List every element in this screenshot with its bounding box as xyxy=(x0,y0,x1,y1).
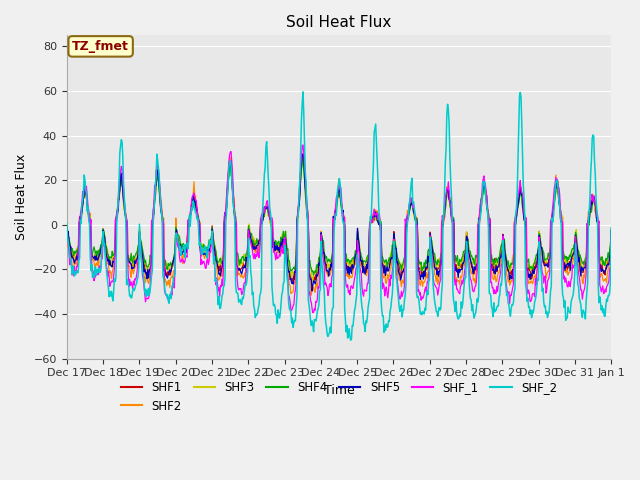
SHF3 xyxy=(422,258,430,264)
SHF3 xyxy=(298,158,306,164)
SHF3 xyxy=(309,278,317,284)
SHF3 xyxy=(406,204,414,210)
Legend: SHF1, SHF2, SHF3, SHF4, SHF5, SHF_1, SHF_2: SHF1, SHF2, SHF3, SHF4, SHF5, SHF_1, SHF… xyxy=(116,376,562,417)
SHF_2 xyxy=(406,190,414,195)
SHF_1 xyxy=(607,231,615,237)
SHF4 xyxy=(63,225,70,230)
SHF4 xyxy=(129,260,136,266)
SHF_2 xyxy=(73,270,81,276)
SHF_1 xyxy=(73,264,81,269)
SHF_1 xyxy=(213,275,221,281)
SHF2 xyxy=(300,153,308,159)
SHF4 xyxy=(73,248,81,253)
SHF5 xyxy=(607,228,615,234)
SHF3 xyxy=(213,256,221,262)
SHF_2 xyxy=(184,246,192,252)
SHF5 xyxy=(422,264,430,270)
SHF5 xyxy=(308,288,316,294)
SHF5 xyxy=(63,224,70,230)
SHF_1 xyxy=(184,217,192,223)
Line: SHF3: SHF3 xyxy=(67,161,611,281)
SHF5 xyxy=(73,253,81,259)
SHF2 xyxy=(63,228,70,233)
Line: SHF2: SHF2 xyxy=(67,156,611,295)
SHF_1 xyxy=(299,142,307,148)
SHF3 xyxy=(63,220,70,226)
SHF_2 xyxy=(63,220,70,226)
SHF2 xyxy=(73,262,81,268)
SHF1 xyxy=(129,261,136,267)
SHF2 xyxy=(422,270,430,276)
SHF4 xyxy=(184,222,192,228)
SHF3 xyxy=(73,245,81,251)
SHF1 xyxy=(607,227,615,233)
X-axis label: Time: Time xyxy=(324,384,355,397)
SHF1 xyxy=(406,199,414,204)
SHF5 xyxy=(213,259,221,264)
Line: SHF_2: SHF_2 xyxy=(67,92,611,340)
SHF5 xyxy=(129,264,136,270)
SHF_1 xyxy=(406,195,414,201)
SHF_2 xyxy=(422,295,430,300)
SHF2 xyxy=(607,227,615,233)
SHF2 xyxy=(184,224,192,230)
SHF4 xyxy=(213,255,221,261)
Line: SHF1: SHF1 xyxy=(67,155,611,283)
SHF_1 xyxy=(63,228,70,234)
SHF_2 xyxy=(607,225,615,230)
SHF4 xyxy=(310,272,317,278)
SHF5 xyxy=(184,222,192,228)
SHF1 xyxy=(299,152,307,158)
SHF1 xyxy=(422,265,430,271)
Y-axis label: Soil Heat Flux: Soil Heat Flux xyxy=(15,154,28,240)
SHF2 xyxy=(406,199,414,204)
SHF5 xyxy=(406,201,414,207)
SHF2 xyxy=(307,292,315,298)
SHF2 xyxy=(213,264,221,270)
SHF_2 xyxy=(299,89,307,95)
Line: SHF_1: SHF_1 xyxy=(67,145,611,313)
SHF_2 xyxy=(129,288,136,294)
SHF1 xyxy=(73,254,81,260)
SHF_1 xyxy=(422,289,430,295)
Title: Soil Heat Flux: Soil Heat Flux xyxy=(286,15,392,30)
SHF_1 xyxy=(129,286,136,291)
SHF_2 xyxy=(213,281,221,287)
SHF1 xyxy=(63,221,70,227)
SHF4 xyxy=(422,261,430,266)
Text: TZ_fmet: TZ_fmet xyxy=(72,40,129,53)
SHF3 xyxy=(607,230,615,236)
SHF3 xyxy=(184,223,192,228)
SHF4 xyxy=(607,228,615,234)
Line: SHF4: SHF4 xyxy=(67,159,611,275)
SHF_1 xyxy=(309,310,317,316)
Line: SHF5: SHF5 xyxy=(67,154,611,291)
SHF4 xyxy=(406,204,414,210)
SHF_2 xyxy=(347,337,355,343)
SHF1 xyxy=(184,222,192,228)
SHF4 xyxy=(299,156,307,162)
SHF1 xyxy=(289,280,296,286)
SHF5 xyxy=(299,151,307,156)
SHF2 xyxy=(129,266,136,272)
SHF1 xyxy=(213,257,221,263)
SHF3 xyxy=(129,260,136,266)
